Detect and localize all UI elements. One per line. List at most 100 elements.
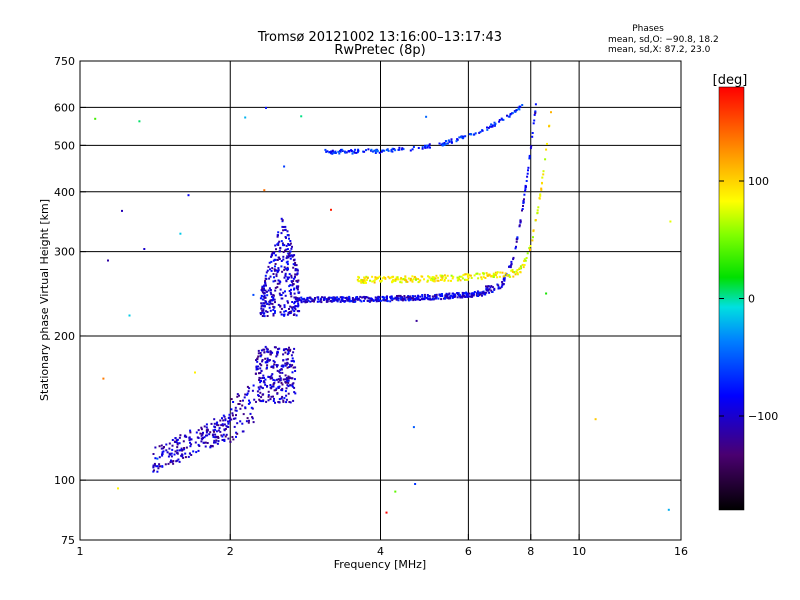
data-point (516, 273, 519, 276)
data-point (264, 361, 267, 364)
data-point (426, 280, 429, 283)
data-point (492, 274, 495, 277)
data-point (289, 377, 292, 380)
data-point (380, 279, 383, 282)
data-point (341, 148, 344, 151)
data-point (333, 296, 336, 299)
data-point (293, 386, 296, 389)
data-point (217, 440, 220, 443)
data-point (290, 254, 293, 257)
data-point (278, 385, 281, 388)
data-point (355, 151, 358, 154)
data-point (280, 313, 283, 316)
data-point (229, 440, 232, 443)
data-point (425, 115, 428, 118)
data-point (266, 360, 269, 362)
data-point (227, 437, 230, 440)
data-point (485, 287, 488, 290)
data-point (351, 298, 354, 301)
data-point (503, 279, 506, 282)
data-point (258, 379, 261, 381)
data-point (273, 298, 276, 301)
data-point (271, 251, 274, 254)
data-point (459, 295, 462, 298)
data-point (515, 238, 518, 241)
data-point (489, 125, 491, 128)
data-point (493, 121, 496, 124)
data-point (284, 390, 287, 393)
data-point (439, 274, 442, 277)
data-point (532, 229, 535, 232)
data-point (502, 275, 505, 278)
data-point (423, 297, 426, 299)
data-point (350, 149, 353, 152)
data-point (527, 169, 529, 172)
data-point (357, 275, 360, 278)
data-point (390, 276, 393, 279)
data-point (261, 304, 264, 307)
data-point (309, 300, 312, 303)
data-point (259, 367, 262, 370)
data-point (409, 295, 412, 298)
data-point (172, 462, 175, 465)
data-point (227, 420, 230, 423)
data-point (510, 269, 513, 272)
data-point (497, 286, 500, 289)
data-point (442, 297, 445, 300)
data-point (263, 315, 266, 318)
data-point (189, 431, 192, 434)
data-point (194, 371, 196, 374)
data-point (204, 445, 207, 448)
data-point (295, 300, 298, 303)
data-point (278, 292, 281, 295)
data-point (338, 152, 341, 155)
data-point (290, 295, 293, 298)
data-point (463, 294, 465, 297)
data-point (259, 355, 262, 358)
data-point (541, 181, 543, 184)
data-point (286, 230, 289, 233)
data-point (262, 312, 265, 315)
data-point (302, 298, 305, 301)
data-point (450, 294, 452, 297)
data-point (525, 257, 528, 259)
data-point (269, 398, 272, 401)
data-point (357, 280, 360, 283)
data-point (170, 455, 173, 458)
data-point (269, 384, 272, 386)
data-point (301, 298, 304, 300)
data-point (273, 397, 275, 400)
data-point (462, 135, 465, 138)
data-point (257, 355, 260, 358)
data-point (213, 430, 215, 433)
data-point (307, 299, 310, 302)
data-point (260, 302, 263, 305)
data-point (532, 236, 534, 239)
x-tick-label: 10 (572, 545, 586, 558)
data-point (267, 390, 270, 393)
data-point (426, 146, 429, 149)
data-point (368, 299, 371, 302)
data-point (178, 436, 181, 439)
data-point (477, 294, 480, 297)
data-point (290, 276, 293, 279)
data-point (216, 442, 219, 445)
data-point (435, 274, 438, 277)
data-point (285, 387, 288, 390)
data-point (443, 274, 446, 277)
data-point (272, 400, 275, 402)
data-point (669, 220, 672, 223)
data-point (334, 298, 336, 301)
data-point (235, 409, 238, 412)
data-point (450, 274, 453, 277)
data-point (261, 291, 264, 294)
data-point (522, 199, 525, 202)
data-point (107, 259, 109, 262)
data-point (214, 433, 217, 436)
data-point (411, 280, 414, 283)
data-point (293, 259, 296, 262)
data-point (296, 300, 299, 303)
data-point (265, 400, 268, 403)
data-point (312, 299, 315, 302)
data-point (224, 435, 227, 438)
